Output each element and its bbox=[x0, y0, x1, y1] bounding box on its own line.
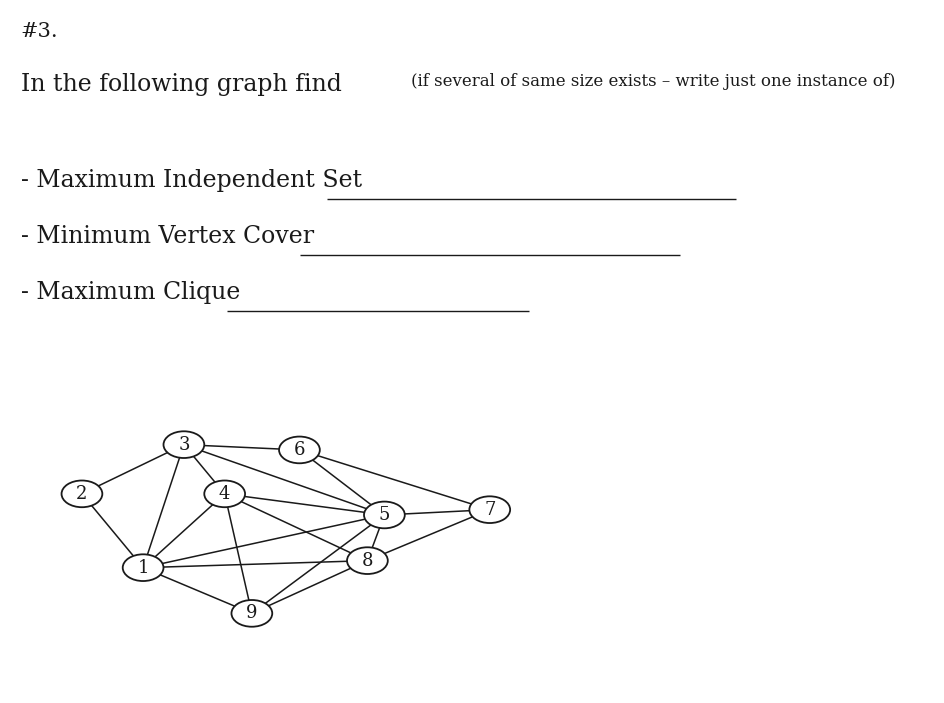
Text: - Minimum Vertex Cover: - Minimum Vertex Cover bbox=[21, 225, 314, 248]
Ellipse shape bbox=[61, 481, 102, 507]
Ellipse shape bbox=[204, 481, 245, 507]
Text: 8: 8 bbox=[362, 552, 373, 569]
Text: 9: 9 bbox=[246, 605, 258, 622]
Text: 5: 5 bbox=[379, 506, 390, 524]
Ellipse shape bbox=[469, 496, 510, 523]
Ellipse shape bbox=[347, 547, 388, 574]
Text: 1: 1 bbox=[138, 559, 149, 576]
Text: - Maximum Clique: - Maximum Clique bbox=[21, 281, 240, 304]
Text: In the following graph find: In the following graph find bbox=[21, 73, 342, 96]
Text: #3.: #3. bbox=[21, 22, 59, 41]
Text: 7: 7 bbox=[484, 501, 496, 519]
Text: - Maximum Independent Set: - Maximum Independent Set bbox=[21, 169, 362, 192]
Text: (if several of same size exists – write just one instance of): (if several of same size exists – write … bbox=[411, 73, 895, 90]
Ellipse shape bbox=[364, 502, 405, 529]
Ellipse shape bbox=[279, 437, 320, 463]
Text: 3: 3 bbox=[178, 436, 190, 453]
Ellipse shape bbox=[123, 554, 163, 581]
Text: 4: 4 bbox=[219, 485, 230, 503]
Ellipse shape bbox=[231, 600, 272, 627]
Text: 2: 2 bbox=[76, 485, 88, 503]
Ellipse shape bbox=[163, 431, 204, 458]
Text: 6: 6 bbox=[294, 441, 305, 459]
